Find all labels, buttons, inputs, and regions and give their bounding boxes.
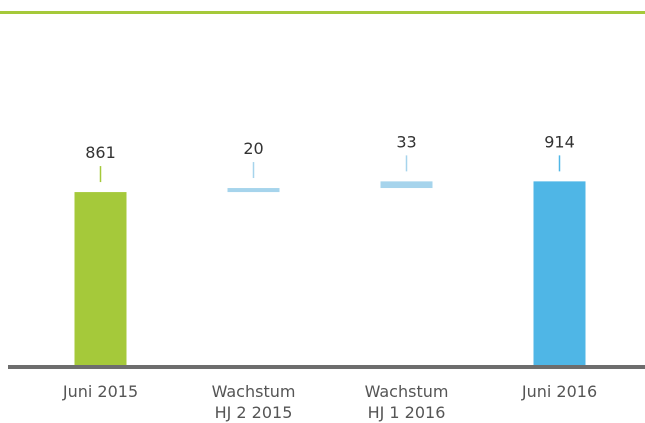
x-tick-label: Wachstum HJ 2 2015 [211, 382, 296, 422]
value-label: 861 [85, 143, 116, 162]
value-label: 914 [544, 132, 575, 151]
top-rule [0, 11, 645, 14]
x-tick-label: Juni 2016 [521, 382, 598, 401]
bar [533, 181, 586, 366]
value-label: 20 [243, 139, 263, 158]
value-label: 33 [396, 132, 416, 151]
x-tick-label: Juni 2015 [62, 382, 139, 401]
baseline [8, 365, 645, 369]
bar [74, 192, 127, 366]
bar [380, 181, 433, 189]
x-tick-label: Wachstum HJ 1 2016 [364, 382, 449, 422]
bar [227, 188, 280, 193]
